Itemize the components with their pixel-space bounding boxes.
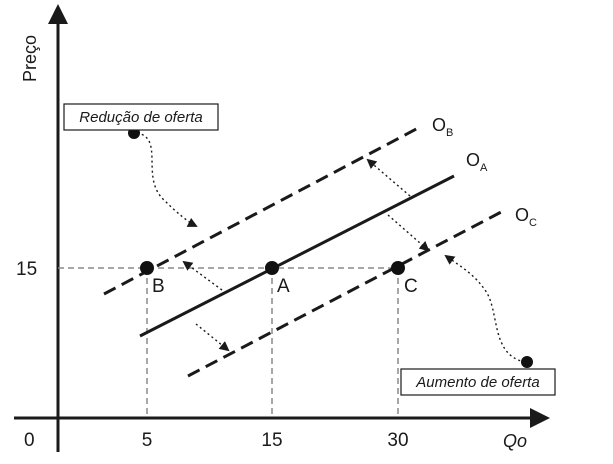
y-tick-15: 15	[16, 259, 37, 280]
shift-arrow-up-lower	[182, 260, 223, 291]
point-c-dot	[391, 261, 405, 275]
increase-note-box	[400, 368, 556, 396]
shift-arrow-down-upper	[387, 214, 430, 252]
supply-curve-oa	[139, 174, 455, 338]
point-a-label: A	[277, 276, 290, 297]
reduction-note-box	[63, 103, 219, 131]
point-b-dot	[140, 261, 154, 275]
increase-note-text: Aumento de oferta	[415, 374, 539, 391]
supply-curve-oc	[187, 208, 506, 378]
origin-label: 0	[24, 430, 35, 451]
point-c-label: C	[404, 276, 418, 297]
curve-label-oa: OA	[466, 150, 488, 174]
connector-reduction	[136, 132, 198, 227]
x-tick-5: 5	[142, 430, 153, 451]
y-axis-title: Preço	[20, 35, 40, 82]
x-axis-title: Qo	[503, 431, 527, 451]
shift-arrow-up-upper	[366, 158, 411, 197]
x-tick-15: 15	[261, 430, 282, 451]
reduction-note-text: Redução de oferta	[79, 109, 202, 126]
point-b-label: B	[152, 276, 165, 297]
curve-label-ob: OB	[432, 115, 453, 139]
x-tick-30: 30	[387, 430, 408, 451]
x-axis-arrow-icon	[530, 408, 550, 428]
y-axis-arrow-icon	[48, 4, 68, 24]
point-a-dot	[265, 261, 279, 275]
increase-anchor-dot	[521, 356, 533, 368]
shift-arrow-down-lower	[195, 323, 230, 352]
connector-increase	[444, 254, 526, 363]
curve-label-oc: OC	[515, 205, 537, 229]
